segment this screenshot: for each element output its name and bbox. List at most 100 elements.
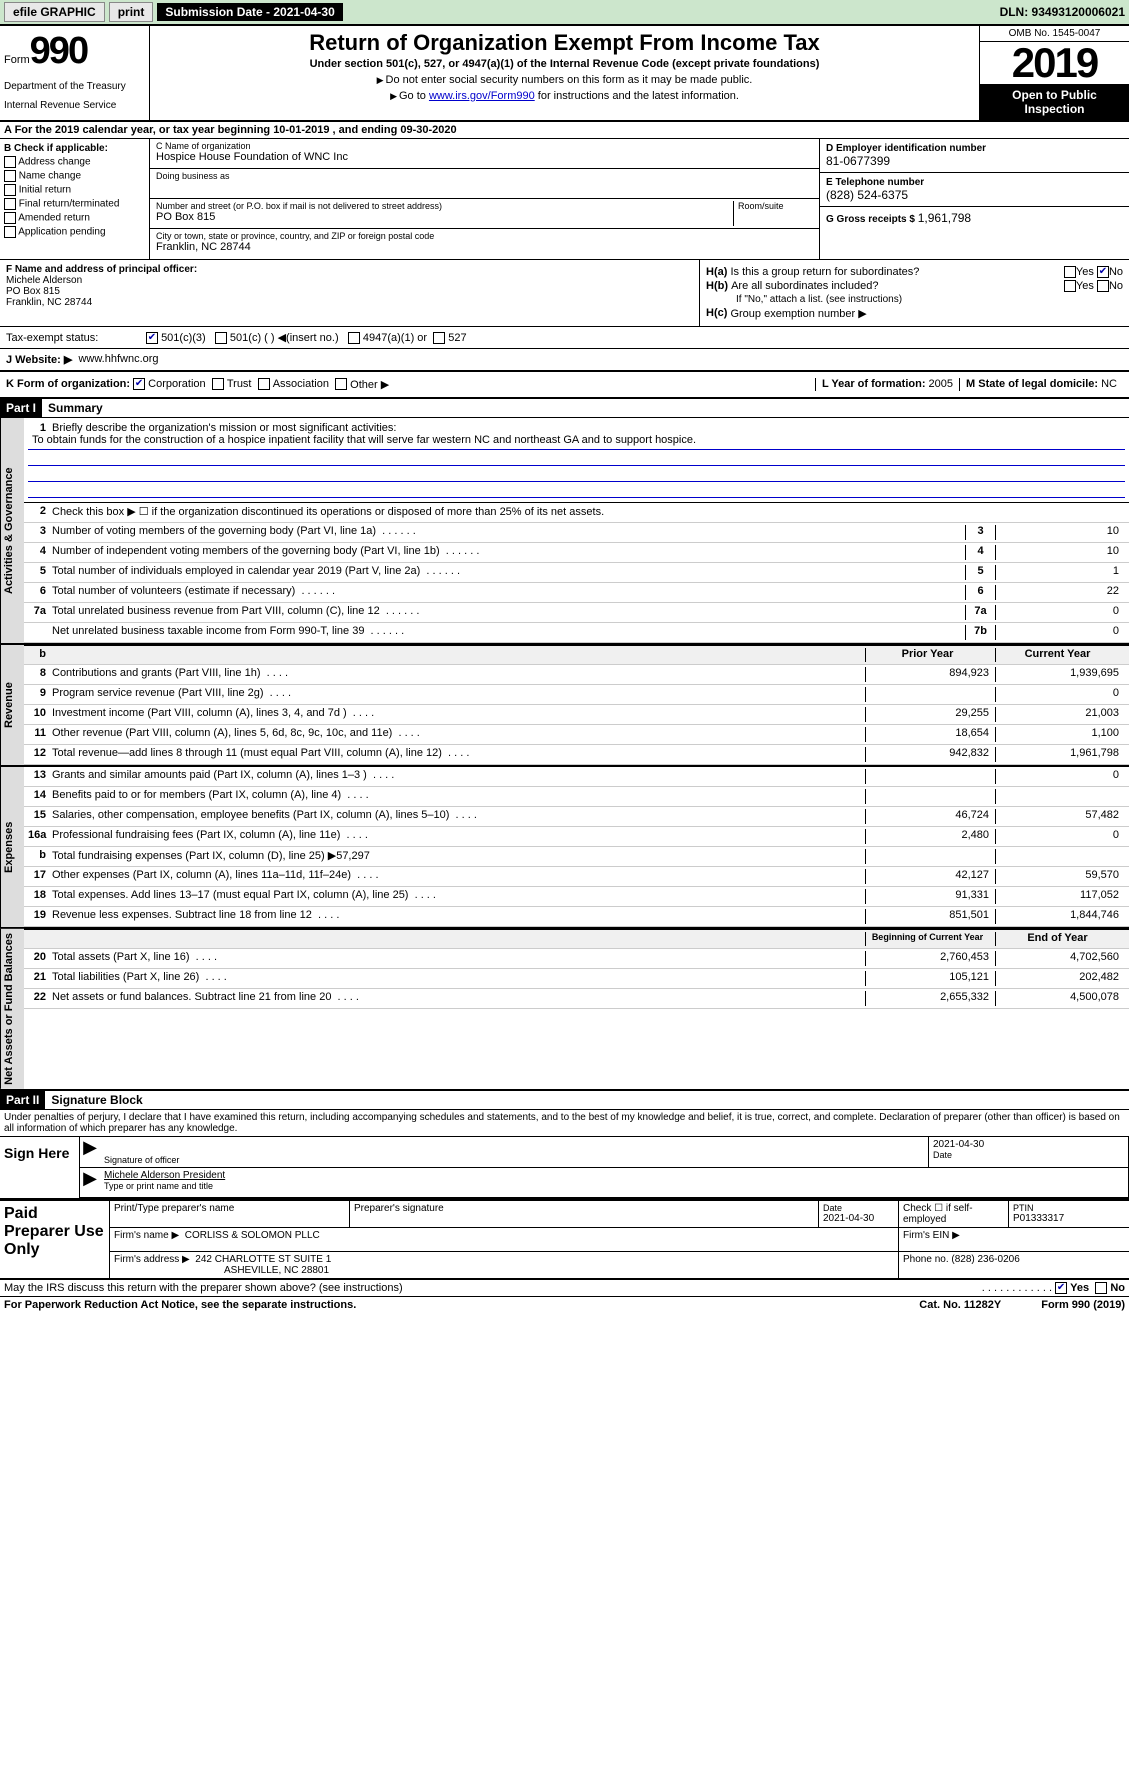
paid-preparer-label: Paid Preparer Use Only xyxy=(0,1201,110,1278)
rev-hdr-num: b xyxy=(28,648,52,662)
cat-no: Cat. No. 11282Y xyxy=(919,1299,1001,1311)
sig-arrow-icon: ▶ xyxy=(80,1137,100,1167)
dept-irs: Internal Revenue Service xyxy=(4,100,145,111)
firm-addr-value1: 242 CHARLOTTE ST SUITE 1 xyxy=(195,1254,331,1265)
org-name-value: Hospice House Foundation of WNC Inc xyxy=(156,151,813,163)
print-button[interactable]: print xyxy=(109,2,154,22)
other-checkbox[interactable] xyxy=(335,378,347,390)
gov-box-4: 7a xyxy=(965,605,995,620)
gov-val-2: 1 xyxy=(995,565,1125,580)
colb-check-1[interactable] xyxy=(4,170,16,182)
instruction-ssn: Do not enter social security numbers on … xyxy=(158,74,971,86)
ein-label: D Employer identification number xyxy=(826,143,1123,154)
exp-num-2: 15 xyxy=(28,809,52,824)
form-footer: Form 990 (2019) xyxy=(1041,1299,1125,1311)
ha-no-checkbox[interactable] xyxy=(1097,266,1109,278)
exp-prior-5: 42,127 xyxy=(865,869,995,884)
rev-num-3: 11 xyxy=(28,727,52,742)
self-emp-label: Check ☐ if self-employed xyxy=(899,1201,1009,1227)
goto-post: for instructions and the latest informat… xyxy=(535,90,739,102)
colb-check-0[interactable] xyxy=(4,156,16,168)
paperwork-notice: For Paperwork Reduction Act Notice, see … xyxy=(4,1299,356,1311)
gov-box-2: 5 xyxy=(965,565,995,580)
corp-checkbox[interactable] xyxy=(133,378,145,390)
rev-hdr-blank xyxy=(52,648,865,662)
rev-text-0: Contributions and grants (Part VIII, lin… xyxy=(52,667,865,682)
rev-curr-3: 1,100 xyxy=(995,727,1125,742)
assoc-checkbox[interactable] xyxy=(258,378,270,390)
ha-yes-checkbox[interactable] xyxy=(1064,266,1076,278)
addr-value: PO Box 815 xyxy=(156,211,733,223)
discuss-yes: Yes xyxy=(1070,1282,1089,1294)
part2-header: Part II xyxy=(0,1091,45,1109)
527-checkbox[interactable] xyxy=(433,332,445,344)
exp-prior-6: 91,331 xyxy=(865,889,995,904)
m-label: M State of legal domicile: xyxy=(966,378,1101,390)
net-text-0: Total assets (Part X, line 16) . . . . xyxy=(52,951,865,966)
submission-date: Submission Date - 2021-04-30 xyxy=(157,3,342,21)
gov-val-1: 10 xyxy=(995,545,1125,560)
colb-check-2[interactable] xyxy=(4,184,16,196)
colb-check-3[interactable] xyxy=(4,198,16,210)
net-num-1: 21 xyxy=(28,971,52,986)
gov-val-3: 22 xyxy=(995,585,1125,600)
gov-box-0: 3 xyxy=(965,525,995,540)
exp-curr-6: 117,052 xyxy=(995,889,1125,904)
officer-label: F Name and address of principal officer: xyxy=(6,264,693,275)
website-label: J Website: ▶ xyxy=(6,353,72,366)
rev-text-3: Other revenue (Part VIII, column (A), li… xyxy=(52,727,865,742)
m-value: NC xyxy=(1101,378,1117,390)
phone-value: (828) 524-6375 xyxy=(826,188,1123,202)
colb-item-4: Amended return xyxy=(18,213,90,224)
hb-yes-checkbox[interactable] xyxy=(1064,280,1076,292)
opt-501c3: 501(c)(3) xyxy=(161,332,206,344)
dba-label: Doing business as xyxy=(156,171,813,181)
exp-prior-0 xyxy=(865,769,995,784)
col-current-year: Current Year xyxy=(995,648,1125,662)
net-prior-0: 2,760,453 xyxy=(865,951,995,966)
firm-ein-label: Firm's EIN ▶ xyxy=(899,1228,1129,1251)
firm-phone-value: (828) 236-0206 xyxy=(951,1254,1019,1265)
no-label-2: No xyxy=(1109,280,1123,292)
no-label: No xyxy=(1109,266,1123,278)
501c3-checkbox[interactable] xyxy=(146,332,158,344)
col-prior-year: Prior Year xyxy=(865,648,995,662)
discuss-yes-checkbox[interactable] xyxy=(1055,1282,1067,1294)
org-name-label: C Name of organization xyxy=(156,141,813,151)
opt-527: 527 xyxy=(448,332,466,344)
net-prior-1: 105,121 xyxy=(865,971,995,986)
firm-phone-label: Phone no. xyxy=(903,1254,951,1265)
colb-item-1: Name change xyxy=(19,171,81,182)
city-value: Franklin, NC 28744 xyxy=(156,241,813,253)
hb-no-checkbox[interactable] xyxy=(1097,280,1109,292)
irs-link[interactable]: www.irs.gov/Form990 xyxy=(429,90,535,102)
net-hdr-blank xyxy=(28,932,52,946)
net-curr-0: 4,702,560 xyxy=(995,951,1125,966)
gov-text-1: Number of independent voting members of … xyxy=(52,545,965,560)
colb-item-3: Final return/terminated xyxy=(19,199,120,210)
website-value: www.hhfwnc.org xyxy=(78,353,158,366)
prep-sig-label: Preparer's signature xyxy=(350,1201,819,1227)
rev-prior-4: 942,832 xyxy=(865,747,995,762)
phone-label: E Telephone number xyxy=(826,177,1123,188)
exp-curr-4 xyxy=(995,849,1125,864)
exp-curr-3: 0 xyxy=(995,829,1125,844)
4947-checkbox[interactable] xyxy=(348,332,360,344)
colb-check-5[interactable] xyxy=(4,226,16,238)
vtab-governance: Activities & Governance xyxy=(0,418,24,643)
rev-text-4: Total revenue—add lines 8 through 11 (mu… xyxy=(52,747,865,762)
sig-name-title: Michele Alderson President xyxy=(104,1170,1124,1181)
colb-check-4[interactable] xyxy=(4,212,16,224)
exp-num-4: b xyxy=(28,849,52,864)
vtab-netassets: Net Assets or Fund Balances xyxy=(0,929,24,1089)
tax-year: 2019 xyxy=(980,42,1129,84)
exp-text-5: Other expenses (Part IX, column (A), lin… xyxy=(52,869,865,884)
501c-checkbox[interactable] xyxy=(215,332,227,344)
opt-4947: 4947(a)(1) or xyxy=(363,332,427,344)
gov-val-4: 0 xyxy=(995,605,1125,620)
discuss-no-checkbox[interactable] xyxy=(1095,1282,1107,1294)
net-num-0: 20 xyxy=(28,951,52,966)
trust-checkbox[interactable] xyxy=(212,378,224,390)
gov-val-0: 10 xyxy=(995,525,1125,540)
col-end-year: End of Year xyxy=(995,932,1125,946)
